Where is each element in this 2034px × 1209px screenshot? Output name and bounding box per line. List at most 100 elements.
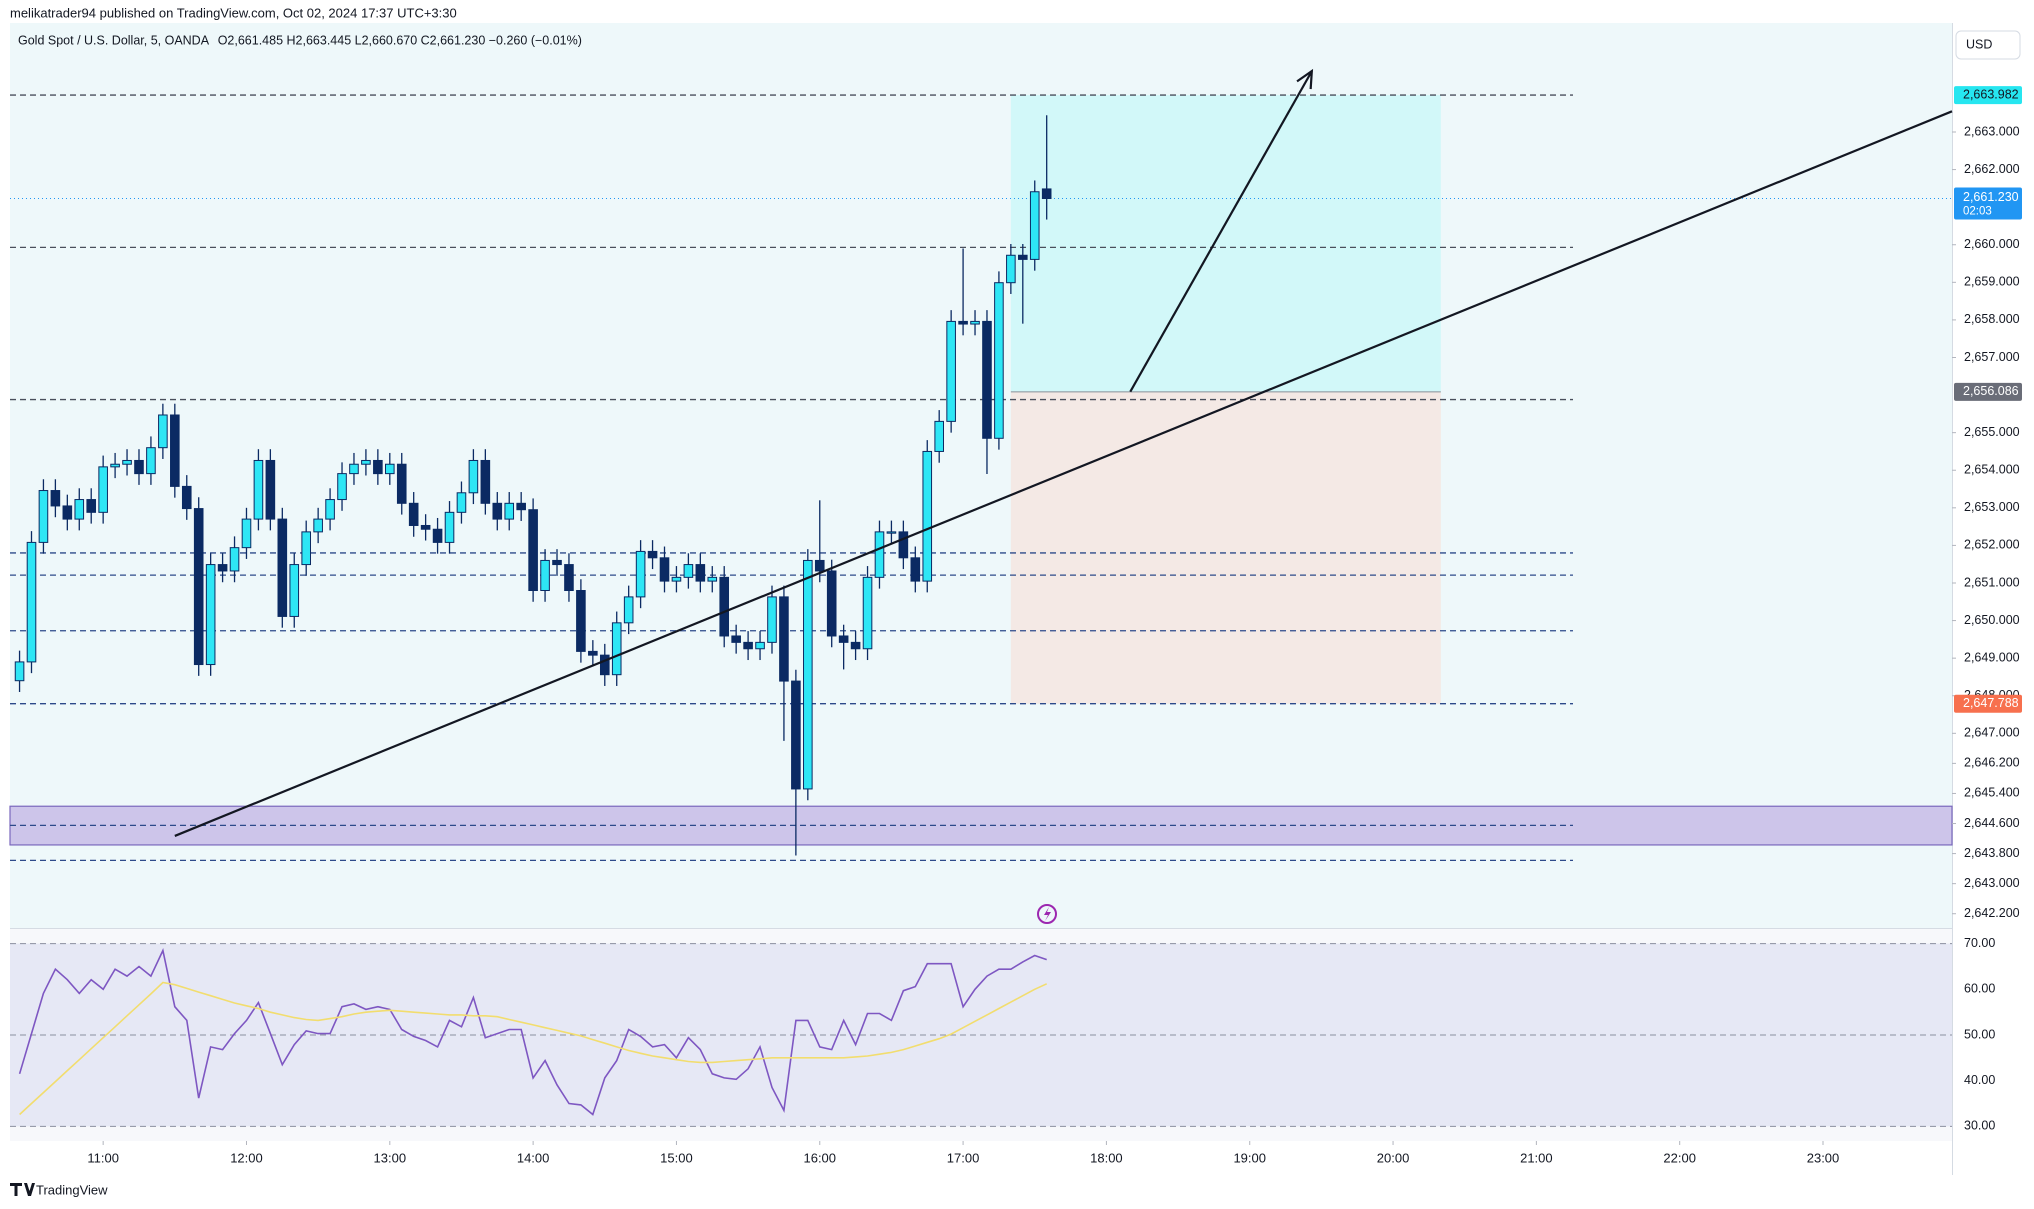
published-note: melikatrader94 published on TradingView.… — [10, 5, 457, 20]
x-tick-label: 21:00 — [1520, 1150, 1553, 1165]
x-tick-label: 22:00 — [1663, 1150, 1696, 1165]
x-tick-label: 16:00 — [803, 1150, 836, 1165]
y-tick-label: 2,663.000 — [1964, 124, 2020, 138]
candle-body — [528, 509, 538, 592]
candle-body — [576, 590, 586, 652]
lightning — [1044, 907, 1051, 921]
stop-price-label-box — [1954, 694, 2022, 713]
x-tick-label: 13:00 — [374, 1150, 407, 1165]
candle-body — [277, 518, 288, 617]
candle-body — [396, 463, 407, 504]
candle-body — [862, 576, 873, 650]
candle-body — [50, 490, 61, 507]
candle-body — [731, 635, 741, 643]
y-tick-label: 2,644.600 — [1964, 816, 2020, 830]
candle-body — [958, 320, 968, 325]
y-tick-label: 2,651.000 — [1964, 575, 2020, 589]
y-tick-label: 2,649.000 — [1964, 650, 2020, 664]
candle-body — [504, 502, 515, 520]
stop-area — [1010, 391, 1441, 704]
candle-body — [838, 635, 849, 643]
candle-body — [38, 490, 49, 543]
y-tick-label: 2,647.000 — [1964, 726, 2020, 740]
candle-body — [779, 596, 789, 682]
symbol: Gold Spot / U.S. Dollar, 5, OANDA — [18, 33, 210, 47]
candle-body — [826, 570, 837, 637]
candle-body — [253, 459, 264, 520]
candle-body — [922, 450, 933, 582]
candle-body — [791, 680, 801, 790]
candle-body — [1006, 254, 1016, 284]
candle-body — [456, 492, 467, 513]
y-tick-label: 2,643.000 — [1964, 876, 2020, 890]
candle-body — [289, 564, 300, 617]
candle-body — [74, 499, 85, 520]
x-tick-label: 19:00 — [1233, 1150, 1266, 1165]
candle-body — [134, 459, 144, 475]
candle-body — [444, 511, 455, 543]
candle-body — [850, 641, 861, 650]
candle-body — [1018, 254, 1028, 260]
tv-logo-mark — [10, 1183, 35, 1196]
y-tick-label: 2,645.400 — [1964, 786, 2020, 800]
trend-line — [174, 110, 1953, 837]
candle-body — [385, 463, 395, 475]
price-pane — [10, 23, 1952, 928]
currency-button[interactable] — [1955, 30, 2021, 60]
candle-body — [552, 559, 562, 566]
candle-body — [516, 502, 526, 511]
candle-body — [540, 559, 550, 592]
candle-body — [994, 282, 1004, 439]
candle-body — [611, 622, 622, 676]
rsi-tick-label: 60.00 — [1964, 982, 1995, 996]
x-tick-label: 18:00 — [1090, 1150, 1123, 1165]
currency[interactable]: USD — [1966, 37, 1992, 51]
rsi-tick-label: 40.00 — [1964, 1073, 1995, 1087]
candle-body — [492, 502, 503, 520]
y-tick-label: 2,646.200 — [1964, 756, 2020, 770]
candle-body — [803, 559, 813, 790]
y-tick-label: 2,655.000 — [1964, 425, 2020, 439]
current-price-box — [1954, 187, 2022, 220]
candle-body — [181, 485, 192, 510]
x-tick-label: 15:00 — [660, 1150, 693, 1165]
candle-body — [982, 320, 992, 439]
candle-body — [301, 531, 311, 566]
candle-body — [62, 505, 73, 520]
candle-body — [205, 564, 216, 666]
arrow-head — [1296, 68, 1314, 90]
y-tick-label: 2,660.000 — [1964, 237, 2020, 251]
y-tick-label: 2,650.000 — [1964, 613, 2020, 627]
candle-body — [110, 463, 120, 468]
candle-body — [671, 576, 682, 582]
y-tick-label: 2,658.000 — [1964, 312, 2020, 326]
candle-body — [14, 661, 25, 682]
candle-body — [373, 459, 383, 475]
candle-body — [193, 508, 204, 666]
candle-body — [767, 596, 777, 643]
event-icon — [1037, 904, 1057, 924]
y-tick-label: 2,654.000 — [1964, 463, 2020, 477]
ohlc-legend: O2,661.485 H2,663.445 L2,660.670 C2,661.… — [218, 33, 582, 47]
x-tick-label: 20:00 — [1377, 1150, 1410, 1165]
candle-body — [432, 528, 443, 543]
y-tick-label: 2,653.000 — [1964, 500, 2020, 514]
candle-body — [146, 447, 156, 475]
candle-body — [26, 541, 37, 663]
x-tick-label: 23:00 — [1807, 1150, 1840, 1165]
y-tick-label: 2,652.000 — [1964, 538, 2020, 552]
y-tick-label: 2,657.000 — [1964, 350, 2020, 364]
candle-body — [588, 650, 598, 656]
candle-body — [707, 576, 718, 582]
candle-body — [241, 518, 252, 549]
candle-body — [946, 320, 956, 422]
entry-price-label: 2,656.086 — [1963, 384, 2019, 398]
target-price-label: 2,663.982 — [1963, 87, 2019, 101]
rsi-tick-label: 70.00 — [1964, 936, 1995, 950]
candle-body — [623, 596, 634, 624]
candle-body — [170, 414, 180, 487]
entry-price-label-box — [1954, 382, 2022, 401]
candle-body — [313, 518, 323, 533]
candle-body — [217, 564, 228, 572]
stop-price-label: 2,647.788 — [1963, 696, 2019, 710]
